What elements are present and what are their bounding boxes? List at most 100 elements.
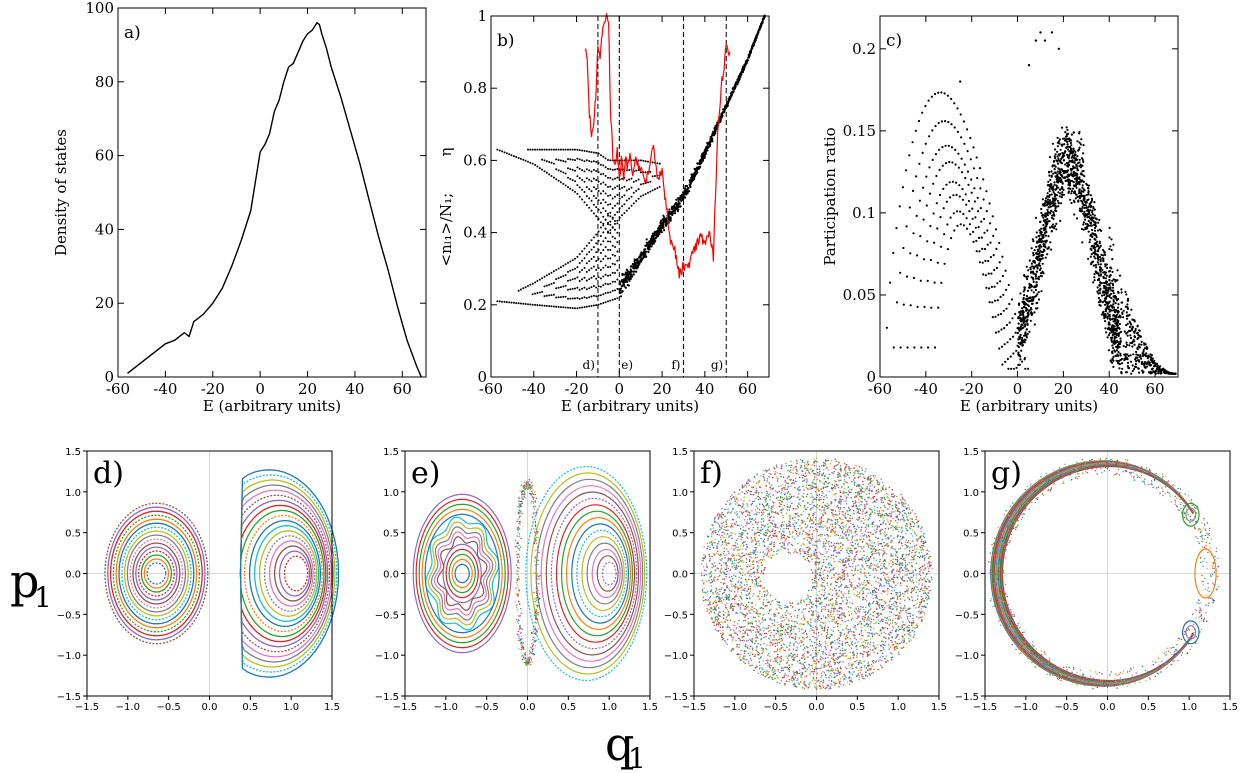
state-point bbox=[538, 167, 541, 170]
state-point bbox=[1126, 303, 1129, 306]
state-point bbox=[1097, 263, 1100, 266]
trajectory-point bbox=[747, 564, 749, 566]
state-point bbox=[545, 148, 548, 151]
state-point bbox=[1056, 162, 1060, 165]
state-point bbox=[943, 92, 946, 95]
state-point bbox=[984, 274, 988, 277]
trajectory-point bbox=[735, 639, 737, 642]
trajectory-point bbox=[529, 650, 531, 652]
state-point bbox=[1046, 192, 1049, 195]
state-point bbox=[611, 253, 614, 256]
trajectory-point bbox=[535, 497, 538, 499]
state-point bbox=[1082, 198, 1085, 201]
state-point bbox=[599, 260, 602, 263]
trajectory-point bbox=[835, 597, 838, 600]
trajectory-point bbox=[792, 683, 795, 686]
state-point bbox=[1114, 302, 1117, 305]
state-point bbox=[1099, 258, 1102, 261]
state-point bbox=[522, 287, 525, 290]
state-point bbox=[604, 218, 607, 221]
state-point bbox=[719, 115, 722, 119]
state-point bbox=[983, 247, 987, 251]
state-point bbox=[595, 304, 598, 307]
state-point bbox=[1040, 231, 1043, 234]
state-point bbox=[1040, 250, 1043, 253]
trajectory-point bbox=[516, 527, 518, 529]
state-point bbox=[744, 60, 748, 63]
state-point bbox=[538, 304, 541, 307]
state-point bbox=[574, 307, 576, 310]
trajectory-point bbox=[534, 556, 536, 558]
state-point bbox=[1050, 248, 1053, 251]
state-point bbox=[1022, 298, 1025, 301]
state-point bbox=[1073, 185, 1076, 188]
state-point bbox=[750, 47, 754, 50]
trajectory-point bbox=[520, 646, 523, 648]
state-point bbox=[557, 169, 560, 172]
trajectory-point bbox=[835, 492, 837, 495]
state-point bbox=[614, 289, 616, 292]
trajectory-point bbox=[516, 570, 518, 572]
state-point bbox=[967, 183, 970, 186]
state-point bbox=[637, 261, 640, 264]
state-point bbox=[1054, 153, 1057, 156]
state-point bbox=[564, 295, 567, 298]
trajectory-point bbox=[536, 556, 538, 558]
state-point bbox=[1098, 292, 1101, 295]
trajectory-point bbox=[523, 658, 525, 661]
state-point bbox=[614, 237, 616, 240]
state-point bbox=[1004, 360, 1007, 363]
trajectory-point bbox=[761, 558, 763, 561]
state-point bbox=[755, 34, 758, 37]
state-point bbox=[611, 207, 614, 210]
state-point bbox=[1110, 248, 1113, 252]
trajectory-point bbox=[521, 496, 523, 498]
state-point bbox=[1106, 312, 1109, 315]
trajectory-point bbox=[822, 571, 825, 573]
trajectory-point bbox=[776, 621, 779, 623]
state-point bbox=[1071, 175, 1075, 178]
state-point bbox=[576, 184, 579, 187]
state-point bbox=[614, 220, 616, 222]
state-point bbox=[1078, 207, 1081, 210]
state-point bbox=[1067, 148, 1070, 151]
state-point bbox=[1103, 317, 1106, 320]
state-point bbox=[1054, 157, 1057, 160]
state-point bbox=[644, 171, 647, 174]
state-point bbox=[1103, 315, 1106, 318]
state-point bbox=[954, 163, 957, 166]
state-point bbox=[550, 294, 553, 297]
state-point bbox=[1089, 238, 1092, 241]
trajectory-point bbox=[825, 637, 828, 640]
state-point bbox=[1080, 199, 1083, 202]
state-point bbox=[1120, 370, 1123, 374]
state-point bbox=[1108, 247, 1111, 251]
state-point bbox=[954, 148, 957, 151]
state-point bbox=[569, 269, 572, 272]
state-point bbox=[649, 170, 652, 173]
state-point bbox=[1100, 294, 1104, 297]
trajectory-point bbox=[539, 574, 541, 577]
state-point bbox=[1101, 268, 1104, 271]
trajectory-point bbox=[518, 533, 521, 535]
trajectory-point bbox=[780, 523, 783, 526]
state-point bbox=[1032, 280, 1035, 283]
trajectory-point bbox=[750, 537, 753, 539]
state-point bbox=[962, 212, 965, 216]
trajectory-point bbox=[818, 590, 821, 592]
state-point bbox=[609, 220, 612, 223]
trajectory-point bbox=[531, 645, 534, 647]
state-point bbox=[1019, 333, 1022, 336]
state-point bbox=[555, 158, 558, 161]
trajectory-point bbox=[538, 575, 540, 578]
trajectory-point bbox=[536, 532, 539, 535]
trajectory-point bbox=[732, 577, 734, 580]
trajectory-point bbox=[774, 490, 777, 492]
state-point bbox=[621, 205, 624, 208]
state-point bbox=[989, 241, 992, 244]
state-point bbox=[574, 297, 576, 300]
state-point bbox=[609, 291, 612, 294]
state-point bbox=[1072, 180, 1075, 184]
state-point bbox=[650, 239, 653, 242]
state-point bbox=[1045, 225, 1048, 228]
